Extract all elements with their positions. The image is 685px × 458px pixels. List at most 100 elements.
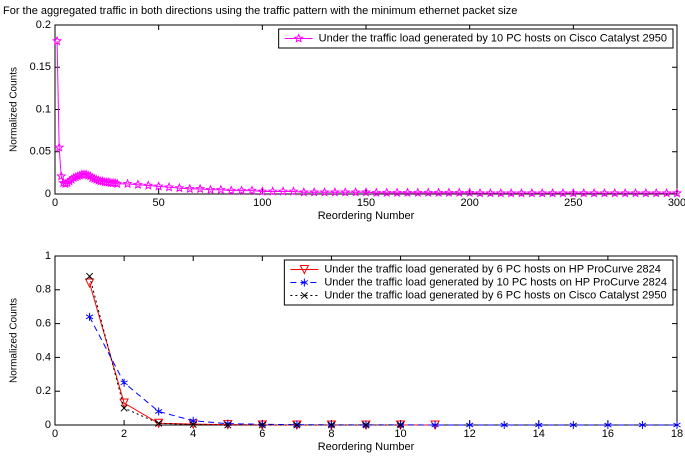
marker: [174, 182, 185, 193]
star: [609, 187, 620, 198]
x-stroke: [86, 272, 94, 280]
marker: [360, 187, 372, 197]
marker: [226, 185, 237, 195]
marker: [340, 187, 351, 197]
asterisk-stroke: [300, 280, 309, 285]
star: [506, 187, 517, 198]
star: [495, 187, 506, 198]
marker: [350, 187, 361, 197]
star: [589, 187, 600, 198]
x-tick-label: 4: [190, 428, 196, 440]
marker: [465, 421, 474, 429]
star: [433, 187, 444, 198]
marker: [599, 187, 610, 198]
x-tick-label: 0: [52, 197, 58, 209]
star: [112, 178, 123, 189]
marker: [535, 421, 543, 429]
star: [599, 187, 610, 198]
marker: [293, 421, 301, 429]
marker: [86, 272, 94, 280]
star: [288, 186, 299, 196]
star: [174, 182, 185, 193]
star: [293, 33, 304, 43]
marker: [362, 421, 370, 429]
star: [464, 187, 475, 198]
star: [267, 186, 278, 196]
legend-box: [283, 259, 674, 306]
triangle: [84, 278, 95, 289]
marker: [464, 187, 475, 198]
legend-marker: [299, 265, 310, 275]
x-tick-label: 18: [671, 428, 683, 440]
asterisk-stroke: [85, 314, 94, 320]
star: [143, 180, 154, 190]
marker: [454, 187, 465, 198]
x-tick-label: 200: [460, 197, 478, 209]
y-tick-label: 0.15: [30, 61, 51, 73]
asterisk-stroke: [569, 422, 578, 428]
marker: [578, 187, 589, 198]
y-tick-label: 0.8: [36, 284, 51, 296]
legend-marker: [300, 291, 308, 300]
x-axis-label: Reordering Number: [318, 441, 415, 453]
marker: [288, 186, 299, 196]
x-stroke: [300, 291, 308, 300]
star: [485, 187, 496, 198]
chart-title: For the aggregated traffic in both direc…: [3, 5, 517, 17]
asterisk-stroke: [154, 409, 163, 414]
x-tick-label: 2: [121, 428, 127, 440]
marker: [431, 421, 439, 429]
star: [526, 187, 537, 198]
x-axis-label: Reordering Number: [318, 210, 415, 222]
star: [195, 183, 206, 194]
marker: [246, 185, 258, 195]
x-stroke: [189, 420, 197, 429]
marker: [329, 187, 340, 197]
marker: [402, 187, 413, 198]
star: [56, 170, 67, 181]
star: [360, 187, 372, 197]
y-axis-label: Normalized Counts: [9, 67, 20, 152]
x-tick-label: 8: [328, 428, 334, 440]
marker: [215, 184, 226, 195]
asterisk-stroke: [431, 422, 439, 428]
marker: [189, 420, 197, 429]
marker: [568, 187, 579, 198]
marker: [651, 187, 662, 198]
x-tick-label: 150: [357, 197, 375, 209]
marker: [397, 421, 405, 429]
star: [226, 185, 237, 195]
asterisk-stroke: [120, 380, 128, 386]
marker: [381, 187, 392, 198]
y-tick-label: 1: [45, 250, 51, 262]
marker: [516, 187, 527, 198]
star: [215, 184, 226, 195]
star: [236, 185, 247, 195]
marker: [630, 187, 641, 198]
marker: [84, 278, 95, 289]
legend-box: [278, 28, 674, 49]
marker: [526, 187, 537, 198]
star: [402, 187, 413, 198]
legend-label: Under the traffic load generated by 10 P…: [319, 32, 667, 44]
marker: [236, 185, 247, 195]
marker: [474, 187, 486, 198]
marker: [638, 421, 647, 429]
star: [381, 187, 392, 198]
marker: [298, 187, 309, 197]
marker: [589, 187, 600, 198]
marker: [224, 421, 232, 429]
y-axis-label: Normalized Counts: [9, 298, 20, 383]
marker: [54, 142, 65, 152]
legend-marker: [300, 278, 309, 287]
marker: [112, 178, 123, 189]
y-tick-label: 0.05: [30, 146, 51, 158]
star: [350, 187, 361, 197]
star: [54, 142, 65, 152]
marker: [195, 183, 206, 194]
x-tick-label: 0: [52, 428, 58, 440]
star: [184, 183, 195, 194]
y-tick-label: 0: [45, 188, 51, 200]
marker: [537, 187, 548, 198]
legend-label: Under the traffic load generated by 6 PC…: [324, 289, 666, 301]
